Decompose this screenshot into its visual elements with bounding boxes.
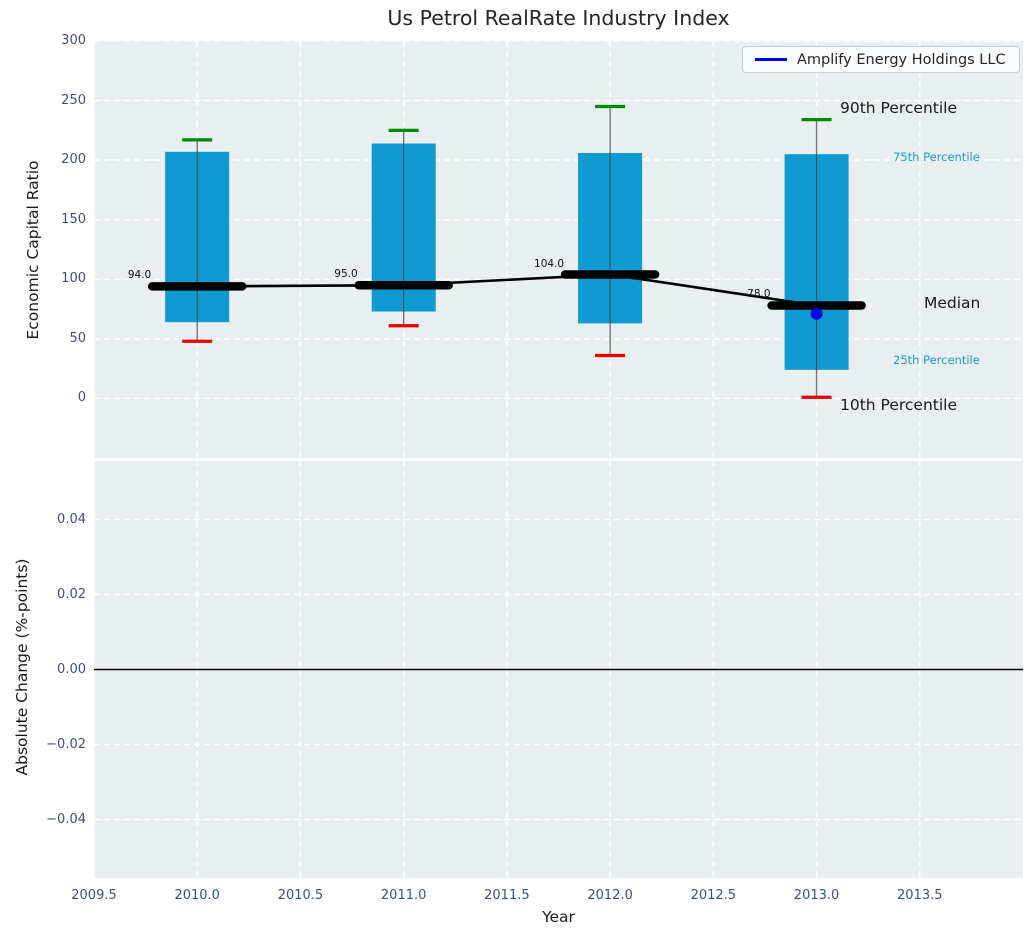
annotation-median: Median <box>924 294 981 312</box>
median-value-label: 104.0 <box>534 257 565 270</box>
median-value-label: 94.0 <box>127 269 152 282</box>
x-tick-label: 2011.0 <box>380 888 427 903</box>
annotation-75th-percentile: 75th Percentile <box>893 150 980 164</box>
y-tick-label: 150 <box>61 211 86 227</box>
x-tick-label: 2011.5 <box>484 888 530 903</box>
y-tick-label: 300 <box>61 33 86 48</box>
y-tick-label: 0.02 <box>57 586 86 602</box>
y-tick-label: −0.04 <box>46 811 86 827</box>
legend-line-swatch <box>755 58 787 61</box>
chart-title: Us Petrol RealRate Industry Index <box>387 6 730 30</box>
annotation-90th-percentile: 90th Percentile <box>840 99 958 117</box>
x-tick-label: 2013.0 <box>793 888 840 903</box>
x-axis-label: Year <box>542 908 575 926</box>
median-value-label: 78.0 <box>747 288 771 301</box>
x-tick-label: 2010.0 <box>174 888 220 903</box>
y-tick-label: 0.04 <box>57 511 86 527</box>
y-tick-label: 200 <box>61 152 86 168</box>
top-axes: 94.0 95.0 104.0 78.0 <box>94 41 1023 458</box>
y-tick-label: −0.02 <box>46 736 86 752</box>
y-tick-label: 100 <box>61 271 86 287</box>
annotation-25th-percentile: 25th Percentile <box>893 353 980 367</box>
top-axes-canvas <box>94 41 1023 458</box>
x-tick-label: 2012.5 <box>690 888 737 903</box>
y-tick-label: 0 <box>77 390 86 406</box>
median-value-label: 95.0 <box>334 268 358 281</box>
legend-label: Amplify Energy Holdings LLC <box>797 51 1006 68</box>
median-connecting-line <box>197 273 817 307</box>
annotation-10th-percentile: 10th Percentile <box>840 396 958 414</box>
y-tick-label: 0.00 <box>57 661 86 677</box>
legend: Amplify Energy Holdings LLC <box>742 46 1020 73</box>
y-axis-label-top: Economic Capital Ratio <box>24 160 42 340</box>
bottom-axes <box>94 461 1023 878</box>
y-tick-label: 50 <box>69 330 86 346</box>
y-tick-label: 250 <box>61 92 86 108</box>
x-tick-label: 2012.0 <box>587 888 633 903</box>
x-tick-label: 2013.5 <box>897 888 943 903</box>
bottom-axes-canvas <box>94 461 1023 878</box>
x-tick-label: 2010.5 <box>277 888 324 903</box>
x-tick-label: 2009.5 <box>71 888 117 903</box>
company-point <box>810 307 823 320</box>
